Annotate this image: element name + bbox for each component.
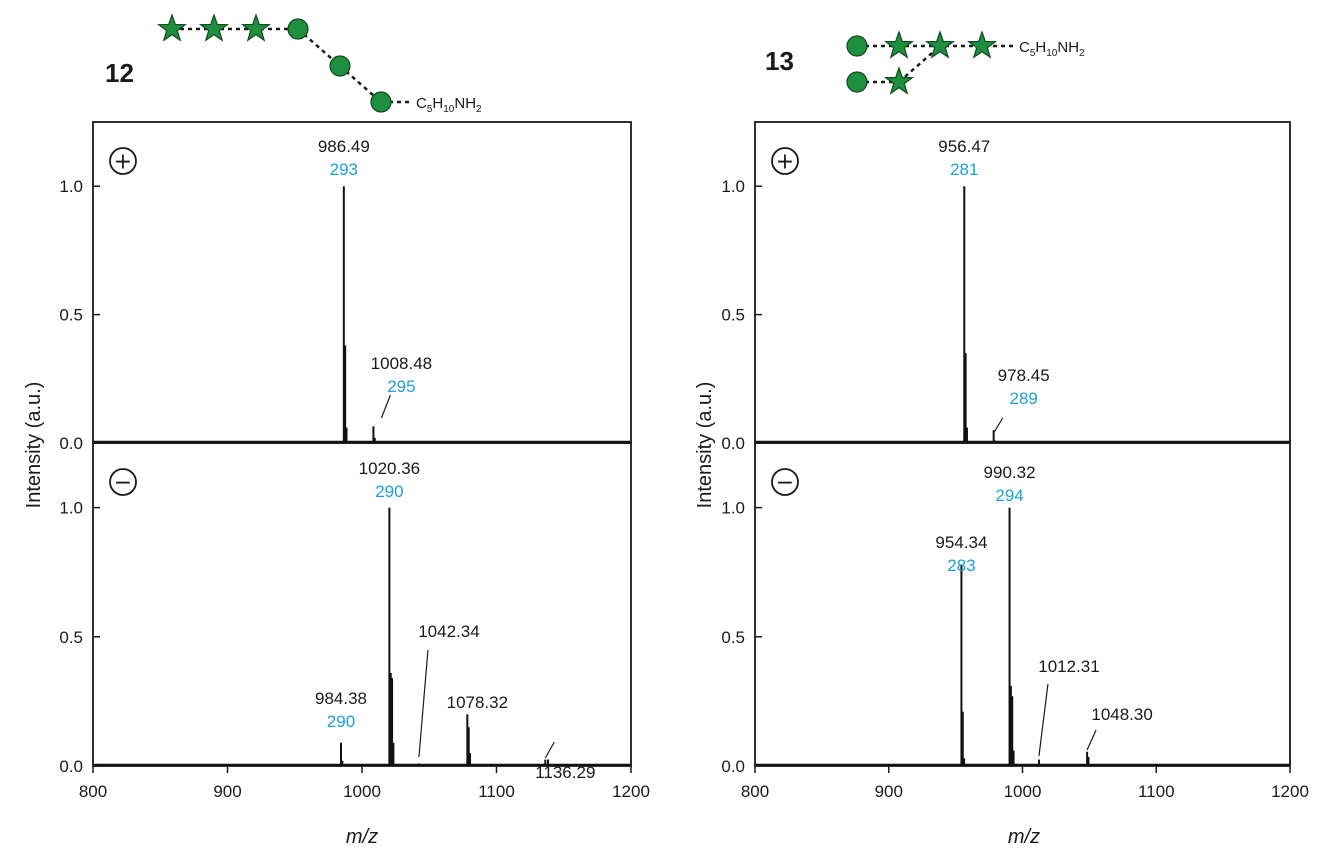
annotation-leader bbox=[993, 417, 1004, 434]
circle-icon bbox=[846, 35, 868, 57]
y-tick-label: 0.5 bbox=[59, 306, 83, 325]
x-tick-label: 900 bbox=[875, 782, 903, 801]
ion-mode-symbol: − bbox=[776, 471, 794, 496]
plot-frame bbox=[92, 121, 632, 444]
annotation-leader bbox=[380, 394, 391, 419]
peak-mz-label: 984.38 bbox=[315, 689, 367, 708]
star-icon bbox=[883, 66, 915, 95]
peak-mz-label: 986.49 bbox=[318, 137, 370, 156]
x-tick-label: 1200 bbox=[1271, 782, 1309, 801]
compound-12-header: 12 C5H10NH2 bbox=[105, 13, 482, 115]
peak-mz-label: 954.34 bbox=[935, 533, 987, 552]
y-tick-label: 0.5 bbox=[721, 306, 745, 325]
star-icon bbox=[883, 30, 915, 59]
y-tick-label: 0.0 bbox=[721, 434, 745, 453]
ion-mode-symbol: + bbox=[114, 150, 132, 175]
peak-compound-label: 293 bbox=[330, 160, 358, 179]
peak-mz-label: 1048.30 bbox=[1091, 705, 1152, 724]
spectrum-12-positive: 0.0 0.5 1.0 +986.49 293 1008.48 295 bbox=[59, 121, 632, 453]
y-tick-label: 0.5 bbox=[721, 628, 745, 647]
star-icon bbox=[156, 13, 188, 42]
annotation-leader bbox=[1038, 683, 1049, 757]
peak-mz-label: 990.32 bbox=[984, 463, 1036, 482]
aglycone-formula: C5H10NH2 bbox=[1019, 39, 1085, 59]
ion-mode-icon bbox=[109, 468, 137, 496]
y-tick-label: 0.5 bbox=[59, 628, 83, 647]
star-icon bbox=[240, 13, 272, 42]
ion-mode-icon bbox=[771, 147, 799, 175]
annotation-leader bbox=[1086, 729, 1097, 751]
x-tick-label: 1000 bbox=[1004, 782, 1042, 801]
star-icon bbox=[924, 30, 956, 59]
plot-frame bbox=[92, 442, 632, 767]
y-tick-label: 1.0 bbox=[59, 177, 83, 196]
annotation-leader bbox=[418, 649, 429, 758]
compound-number: 12 bbox=[105, 58, 134, 88]
peak-mz-label: 1008.48 bbox=[371, 354, 432, 373]
peak-compound-label: 290 bbox=[327, 712, 355, 731]
x-tick-label: 1100 bbox=[1138, 782, 1175, 801]
x-tick-label: 900 bbox=[213, 782, 241, 801]
spectra-plots: 0.0 0.5 1.0 +986.49 293 1008.48 295 0.0 0.5 1.0 80… bbox=[59, 121, 1309, 801]
x-tick-label: 1200 bbox=[612, 782, 650, 801]
y-tick-label: 1.0 bbox=[721, 177, 745, 196]
circle-icon bbox=[287, 18, 309, 40]
ion-mode-symbol: − bbox=[114, 471, 132, 496]
spectrum-12-negative: 0.0 0.5 1.0 800 900 1000 1100 1200 − 1020.36 290 98… bbox=[59, 442, 650, 801]
x-tick-label: 800 bbox=[741, 782, 769, 801]
x-axis-title-left: m/z bbox=[346, 826, 378, 848]
peak-compound-label: 294 bbox=[995, 486, 1023, 505]
x-tick-label: 1100 bbox=[478, 782, 515, 801]
peak-compound-label: 289 bbox=[1009, 389, 1037, 408]
spectrum-13-negative: 0.0 0.5 1.0 800 900 1000 1100 1200 − 990.32 294 954… bbox=[721, 442, 1309, 801]
peak-mz-label: 1078.32 bbox=[447, 693, 508, 712]
peak-compound-label: 295 bbox=[387, 377, 415, 396]
peak-mz-label: 978.45 bbox=[998, 366, 1050, 385]
annotation-leader bbox=[544, 741, 555, 759]
x-tick-label: 800 bbox=[79, 782, 107, 801]
y-axis-title-right: Intensity (a.u.) bbox=[694, 382, 716, 509]
star-icon bbox=[198, 13, 230, 42]
y-tick-label: 0.0 bbox=[721, 757, 745, 776]
peak-compound-label: 290 bbox=[375, 482, 403, 501]
peak-compound-label: 283 bbox=[947, 556, 975, 575]
peak-mz-label: 1020.36 bbox=[359, 459, 420, 478]
compound-13-header: 13 C5H10NH2 bbox=[765, 30, 1085, 95]
peak-mz-label: 1136.29 bbox=[535, 763, 595, 782]
ion-mode-icon bbox=[771, 468, 799, 496]
peak-mz-label: 956.47 bbox=[938, 137, 990, 156]
y-tick-label: 0.0 bbox=[59, 757, 83, 776]
y-tick-label: 1.0 bbox=[59, 499, 83, 518]
glycan-structure bbox=[156, 13, 413, 113]
circle-icon bbox=[329, 55, 351, 77]
x-tick-label: 1000 bbox=[343, 782, 381, 801]
compound-number: 13 bbox=[765, 46, 794, 76]
circle-icon bbox=[370, 91, 392, 113]
star-icon bbox=[966, 30, 998, 59]
circle-icon bbox=[846, 71, 868, 93]
ion-mode-symbol: + bbox=[776, 150, 794, 175]
ion-mode-icon bbox=[109, 147, 137, 175]
aglycone-formula: C5H10NH2 bbox=[416, 95, 482, 115]
y-axis-title-left: Intensity (a.u.) bbox=[23, 382, 45, 509]
peak-compound-label: 281 bbox=[950, 160, 978, 179]
glycan-structure bbox=[846, 30, 1016, 95]
x-axis-title-right: m/z bbox=[1008, 826, 1040, 848]
peak-mz-label: 1012.31 bbox=[1038, 657, 1099, 676]
y-tick-label: 0.0 bbox=[59, 434, 83, 453]
y-tick-label: 1.0 bbox=[721, 499, 745, 518]
peak-mz-label: 1042.34 bbox=[418, 622, 479, 641]
spectrum-13-positive: 0.0 0.5 1.0 +956.47 281 978.45 289 bbox=[721, 121, 1291, 453]
